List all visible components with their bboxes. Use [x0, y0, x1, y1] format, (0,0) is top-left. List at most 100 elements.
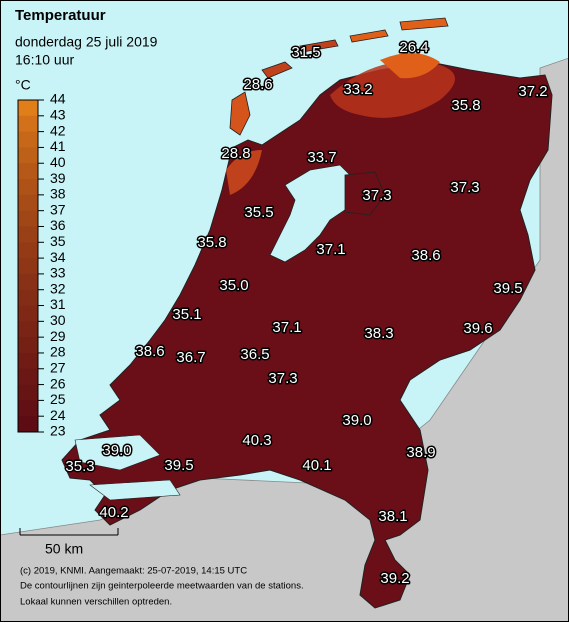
legend-label: 26 — [50, 375, 66, 391]
legend-swatch — [18, 194, 38, 212]
legend-label: 41 — [50, 138, 66, 154]
station-reading: 40.2 — [99, 504, 128, 521]
station-reading: 37.3 — [450, 179, 479, 196]
island — [261, 61, 293, 79]
station-reading: 28.6 — [243, 76, 272, 93]
station-reading: 39.6 — [463, 320, 492, 337]
legend-label: 38 — [50, 186, 66, 202]
station-reading: 39.0 — [102, 442, 131, 459]
station-reading: 38.6 — [135, 343, 164, 360]
legend-label: 36 — [50, 217, 66, 233]
station-reading: 39.5 — [493, 280, 522, 297]
station-reading: 35.3 — [65, 458, 94, 475]
legend-swatch — [18, 258, 38, 275]
stations: 31.5 26.4 28.6 33.2 35.8 37.2 28.8 33.7 37.3 37.3… — [64, 37, 549, 588]
netherlands — [61, 61, 553, 609]
station-reading: 39.2 — [380, 570, 409, 587]
station-reading: 40.1 — [302, 457, 331, 474]
legend-label: 42 — [50, 122, 66, 138]
station-reading: 35.0 — [219, 277, 248, 294]
legend: 4443424140393837363534333231302928272625… — [17, 91, 66, 439]
legend-label: 39 — [50, 170, 66, 186]
island — [299, 39, 339, 53]
flevoland — [344, 171, 386, 216]
legend-swatch — [18, 289, 38, 307]
legend-swatch — [18, 163, 38, 180]
legend-swatch — [18, 131, 38, 148]
coastal-zone — [226, 150, 262, 195]
legend-swatch — [18, 321, 38, 338]
legend-swatch — [18, 273, 38, 291]
station-reading: 36.7 — [176, 349, 205, 366]
station-reading: 26.4 — [399, 39, 428, 56]
legend-label: 23 — [50, 423, 66, 439]
station-reading: 37.1 — [316, 241, 345, 258]
legend-label: 31 — [50, 296, 66, 312]
footer-line: De contourlijnen zijn geinterpoleerde me… — [20, 581, 304, 592]
legend-swatch — [18, 210, 38, 227]
legend-label: 43 — [50, 107, 66, 123]
station-reading: 38.3 — [364, 325, 393, 342]
station-reading: 35.8 — [451, 97, 480, 114]
legend-label: 25 — [50, 391, 66, 407]
legend-label: 35 — [50, 233, 66, 249]
ijsselmeer — [269, 164, 356, 263]
footer-line: (c) 2019, KNMI. Aangemaakt: 25-07-2019, … — [20, 566, 247, 577]
title: Temperatuur — [15, 7, 106, 24]
station-reading: 38.6 — [411, 247, 440, 264]
legend-border — [17, 99, 39, 433]
footer-line: Lokaal kunnen verschillen optreden. — [20, 597, 172, 608]
station-reading: 37.2 — [518, 83, 547, 100]
date: donderdag 25 juli 2019 — [15, 34, 158, 50]
station-reading: 37.3 — [362, 187, 391, 204]
legend-label: 44 — [50, 91, 66, 107]
station-reading: 36.5 — [240, 346, 269, 363]
warm-zone — [330, 61, 455, 118]
legend-label: 27 — [50, 359, 66, 375]
time: 16:10 uur — [15, 52, 74, 68]
island — [399, 17, 449, 31]
legend-label: 32 — [50, 280, 66, 296]
coolest-zone — [380, 52, 440, 79]
station-reading: 35.5 — [244, 204, 273, 221]
legend-swatch — [18, 179, 38, 196]
legend-label: 34 — [50, 249, 66, 265]
station-reading: 28.8 — [221, 145, 250, 162]
station-reading: 40.3 — [242, 432, 271, 449]
legend-swatch — [18, 305, 38, 322]
station-reading: 39.5 — [164, 457, 193, 474]
legend-swatch — [18, 400, 38, 417]
legend-swatch — [18, 242, 38, 259]
legend-label: 30 — [50, 312, 66, 328]
station-reading: 33.2 — [343, 81, 372, 98]
legend-label: 40 — [50, 154, 66, 170]
legend-label: 28 — [50, 344, 66, 360]
legend-label: 33 — [50, 265, 66, 281]
legend-swatch — [18, 416, 38, 433]
station-reading: 38.1 — [378, 508, 407, 525]
station-reading: 35.1 — [172, 306, 201, 323]
estuary — [89, 479, 181, 501]
station-reading: 39.0 — [342, 412, 371, 429]
island — [229, 91, 251, 136]
station-reading: 33.7 — [307, 149, 336, 166]
station-reading: 38.9 — [406, 444, 435, 461]
estuary — [74, 434, 161, 471]
legend-label: 24 — [50, 407, 66, 423]
neighbour-land — [0, 57, 569, 623]
legend-swatch — [18, 100, 38, 117]
legend-swatch — [18, 352, 38, 370]
legend-swatch — [18, 337, 38, 354]
legend-swatch — [18, 368, 38, 386]
legend-label: 29 — [50, 328, 66, 344]
station-reading: 37.3 — [268, 370, 297, 387]
station-reading: 37.1 — [272, 319, 301, 336]
unit: °C — [15, 77, 31, 93]
island — [349, 29, 389, 43]
legend-swatch — [18, 384, 38, 401]
legend-swatch — [18, 115, 38, 133]
legend-swatch — [18, 147, 38, 164]
station-reading: 31.5 — [291, 44, 320, 61]
